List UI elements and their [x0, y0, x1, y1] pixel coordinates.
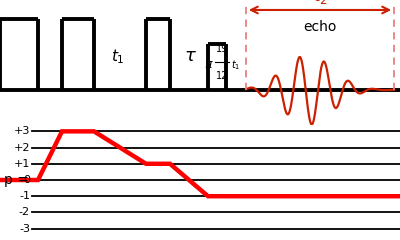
Text: +3: +3	[14, 126, 30, 136]
Text: $\tau$: $\tau$	[184, 47, 196, 65]
Text: $\pi$: $\pi$	[204, 58, 213, 71]
Text: +2: +2	[14, 143, 30, 153]
Text: +1: +1	[14, 159, 30, 169]
Text: echo: echo	[303, 20, 337, 34]
Text: $t_2$: $t_2$	[313, 0, 327, 6]
Text: $t_1$: $t_1$	[231, 58, 241, 72]
Text: p =: p =	[4, 173, 29, 187]
Text: -2: -2	[19, 207, 30, 217]
Text: -3: -3	[19, 224, 30, 234]
Text: 0: 0	[23, 175, 30, 185]
Text: 19: 19	[216, 44, 228, 54]
Text: $t_1$: $t_1$	[111, 47, 125, 66]
Text: -1: -1	[19, 191, 30, 201]
Text: 12: 12	[216, 71, 228, 80]
